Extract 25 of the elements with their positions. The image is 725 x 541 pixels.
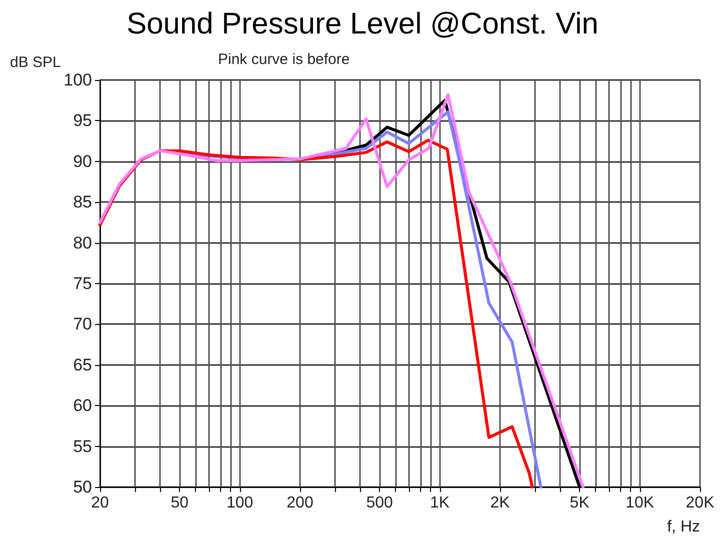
chart-title: Sound Pressure Level @Const. Vin	[126, 8, 598, 40]
x-tick-label: 100	[226, 494, 254, 512]
x-tick-label: 5K	[570, 494, 590, 512]
text: Pink curve is before	[218, 51, 350, 68]
x-tick-label: 1K	[430, 494, 450, 512]
x-tick-label: 20K	[686, 494, 715, 512]
x-axis-title: f, Hz	[667, 518, 700, 536]
x-tick-label: 20	[91, 494, 109, 512]
y-tick-label: 95	[73, 111, 92, 130]
y-tick-label: 70	[73, 314, 92, 334]
x-tick-label: 500	[366, 494, 394, 512]
y-tick-label: 75	[73, 274, 92, 293]
x-tick-label: 200	[286, 494, 314, 512]
y-axis-title: dB SPL	[10, 54, 61, 71]
y-tick-label: 100	[64, 70, 92, 90]
x-tick-label: 2K	[490, 494, 510, 512]
y-tick-label: 60	[73, 396, 92, 416]
y-tick-label: 90	[73, 152, 92, 171]
y-tick-label: 85	[73, 192, 92, 212]
x-tick-label: 10K	[626, 494, 654, 512]
y-tick-label: 50	[73, 478, 92, 496]
y-tick-label: 80	[73, 233, 92, 252]
x-tick-label: 50	[170, 494, 189, 512]
y-tick-label: 55	[73, 436, 92, 456]
y-tick-label: 65	[73, 355, 92, 374]
